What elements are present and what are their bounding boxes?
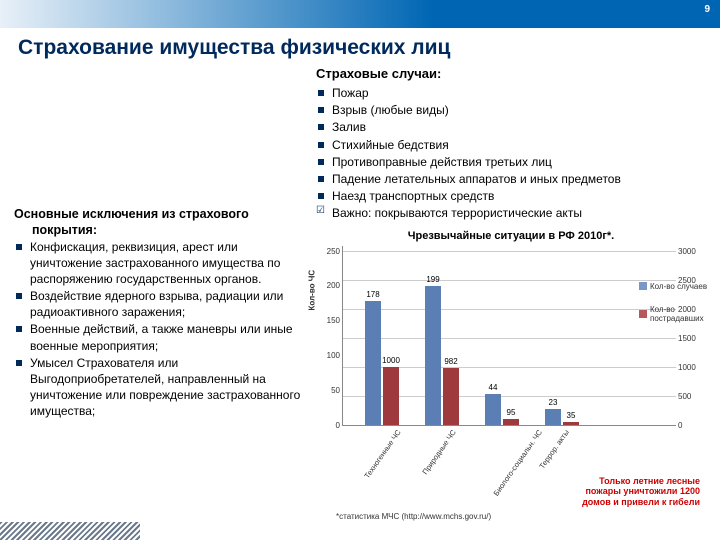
case-item: Противоправные действия третьих лиц [316,154,706,170]
exclusions-heading: Основные исключения из страхового покрыт… [14,206,310,239]
exclusion-item: Военные действий, а также маневры или ин… [14,321,310,353]
legend-swatch-victims [639,310,647,318]
x-axis-labels: Техногенные ЧСПриродные ЧСБиолого-социал… [342,426,676,474]
exclusion-item: Умысел Страхователя или Выгодоприобретат… [14,355,310,420]
chart-plot: 178100019998244952335 [342,246,676,426]
case-item: Залив [316,119,706,135]
chart-area: Кол-во ЧС 050100150200250 17810001999824… [316,246,706,426]
case-item: Взрыв (любые виды) [316,102,706,118]
exclusions-heading-line2: покрытия: [14,223,97,237]
y-axis-left: 050100150200250 [316,246,342,426]
footer-stripe [0,522,140,540]
case-item: Падение летательных аппаратов и иных пре… [316,171,706,187]
case-item: Наезд транспортных средств [316,188,706,204]
chart-legend: Кол-во случаев Кол-во пострадавших [639,282,710,337]
left-column: Основные исключения из страхового покрыт… [14,66,310,521]
legend-swatch-cases [639,282,647,290]
exclusion-item: Конфискация, реквизиция, арест или уничт… [14,239,310,288]
red-note-line: домов и привели к гибели [582,497,700,507]
legend-label-cases: Кол-во случаев [650,282,707,291]
chart-footnote: *статистика МЧС (http://www.mchs.gov.ru/… [316,512,706,521]
case-item: Стихийные бедствия [316,137,706,153]
case-item: Пожар [316,85,706,101]
page-number: 9 [704,4,710,15]
exclusions-heading-line1: Основные исключения из страхового [14,207,249,221]
exclusion-item: Воздействие ядерного взрыва, радиации ил… [14,288,310,320]
cases-heading: Страховые случаи: [316,66,706,81]
chart-title: Чрезвычайные ситуации в РФ 2010г*. [316,230,706,242]
right-column: Страховые случаи: Пожар Взрыв (любые вид… [316,66,706,521]
page-title: Страхование имущества физических лиц [0,28,720,66]
legend-cases: Кол-во случаев [639,282,710,291]
content: Основные исключения из страхового покрыт… [0,66,720,521]
red-note-line: Только летние лесные [599,476,700,486]
legend-label-victims: Кол-во пострадавших [650,305,710,323]
exclusions-list: Конфискация, реквизиция, арест или уничт… [14,239,310,420]
red-note-line: пожары уничтожили 1200 [585,486,700,496]
legend-victims: Кол-во пострадавших [639,305,710,323]
chart-box: Чрезвычайные ситуации в РФ 2010г*. Кол-в… [316,230,706,508]
cases-list: Пожар Взрыв (любые виды) Залив Стихийные… [316,85,706,222]
header-bar: 9 [0,0,720,28]
case-item-important: Важно: покрываются террористические акты [316,205,706,221]
